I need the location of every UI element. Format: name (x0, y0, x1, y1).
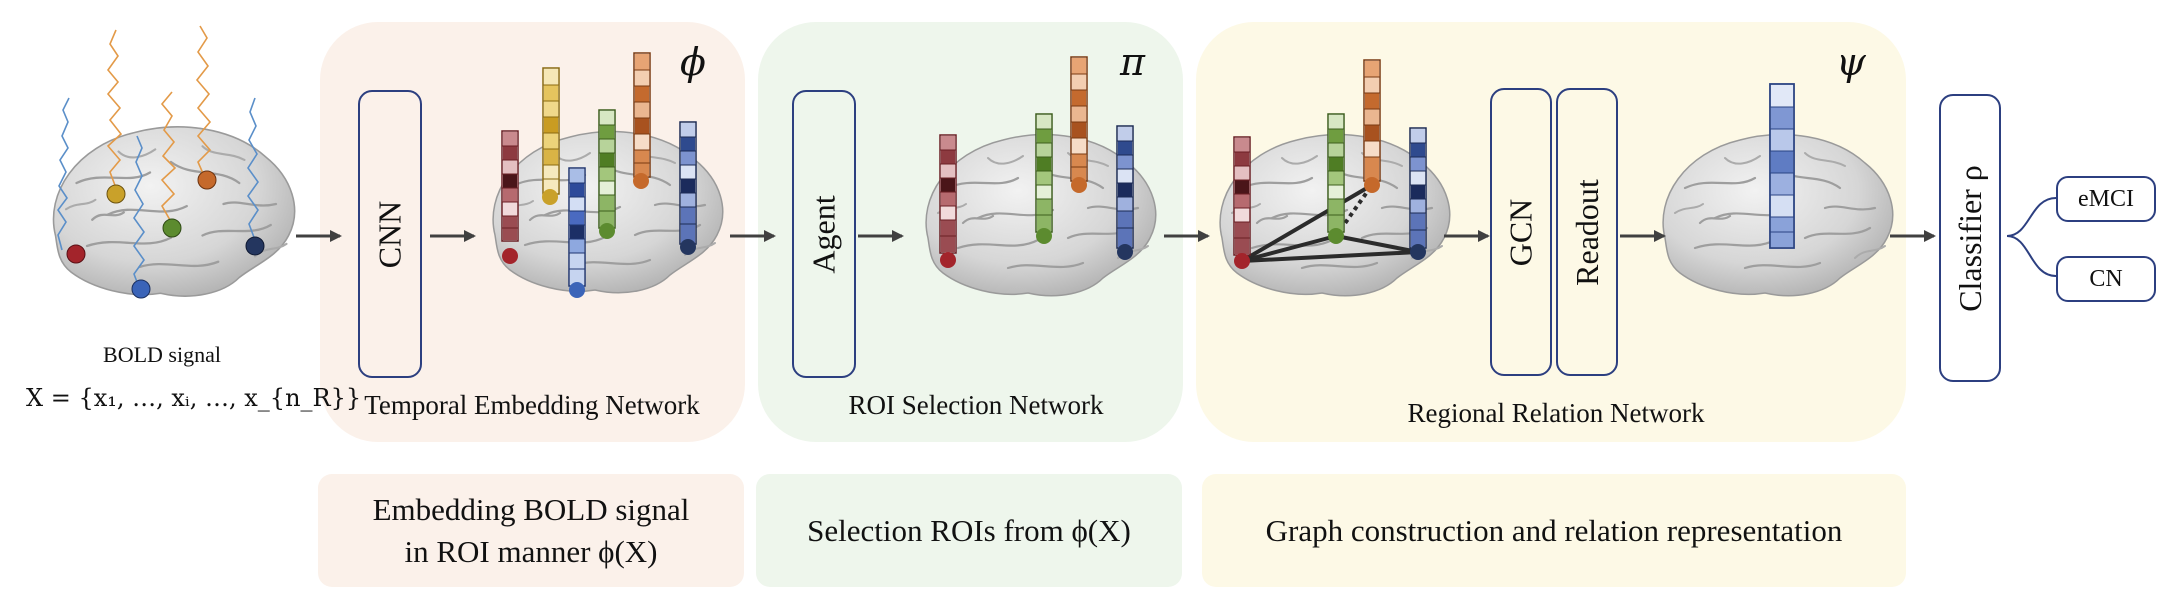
roi-node-icon (131, 279, 151, 299)
embedding-vector-icon (939, 134, 957, 254)
roi-node-icon (245, 236, 265, 256)
bold-signal-trace (247, 97, 259, 241)
bold-signal-traces (57, 25, 259, 291)
temporal-network-label: Temporal Embedding Network (364, 390, 700, 420)
roi-description-box: Selection ROIs from ϕ(X) (756, 474, 1182, 587)
input-roi-nodes (66, 170, 265, 299)
input-formula: X = {x₁, …, xᵢ, …, x_{n_R}} (26, 384, 362, 412)
roi-selected-vectors (939, 56, 1134, 268)
roi-node-icon (940, 252, 956, 268)
pi-symbol: π (1120, 40, 1145, 84)
relation-vectors (1233, 59, 1427, 269)
roi-node-icon (1234, 253, 1250, 269)
roi-node-icon (542, 189, 558, 205)
temporal-description-line1: Embedding BOLD signal (372, 491, 690, 527)
roi-node-icon (1117, 244, 1133, 260)
gcn-label: GCN (1502, 198, 1539, 266)
roi-node-icon (197, 170, 217, 190)
gcn-box: GCN (1490, 88, 1552, 376)
roi-node-icon (569, 282, 585, 298)
roi-node-icon (1036, 228, 1052, 244)
roi-description: Selection ROIs from ϕ(X) (807, 512, 1131, 548)
classifier-label: Classifier ρ (1951, 164, 1988, 312)
bold-signal-trace (57, 97, 70, 251)
embedding-vector-icon (1327, 113, 1345, 233)
temporal-description-line2: in ROI manner ϕ(X) (404, 533, 658, 569)
cnn-box: CNN (358, 90, 422, 378)
bold-signal-trace (133, 135, 145, 291)
readout-label: Readout (1568, 178, 1605, 286)
embedding-vector-icon (501, 130, 519, 242)
embedding-vector-icon (1116, 125, 1134, 249)
roi-node-icon (680, 239, 696, 255)
roi-node-icon (502, 248, 518, 264)
classifier-branches (2006, 197, 2057, 277)
embedding-vector-icon (1769, 83, 1795, 249)
embedding-vector-icon (1363, 59, 1381, 182)
embedding-vector-icon (1070, 56, 1088, 182)
bold-signal-trace (106, 29, 123, 189)
phi-symbol: ϕ (680, 40, 706, 84)
roi-node-icon (162, 218, 182, 238)
bold-signal-trace (160, 91, 177, 221)
embedding-vector-icon (568, 167, 586, 287)
roi-node-icon (1071, 177, 1087, 193)
agent-box: Agent (792, 90, 856, 378)
embedding-vector-icon (598, 109, 616, 229)
temporal-embedding-vectors (501, 52, 697, 298)
roi-network-label: ROI Selection Network (848, 390, 1104, 420)
output-vector (1769, 83, 1795, 249)
embedding-vector-icon (679, 121, 697, 245)
temporal-description-box: Embedding BOLD signal in ROI manner ϕ(X) (318, 474, 744, 587)
roi-node-icon (599, 223, 615, 239)
bold-signal-label: BOLD signal (103, 342, 221, 367)
roi-node-icon (1328, 228, 1344, 244)
relation-description: Graph construction and relation represen… (1265, 512, 1843, 548)
relation-description-box: Graph construction and relation represen… (1202, 474, 1906, 587)
embedding-vector-icon (1035, 113, 1053, 233)
roi-node-icon (106, 184, 126, 204)
cnn-label: CNN (371, 200, 408, 268)
roi-node-icon (1364, 177, 1380, 193)
psi-symbol: ψ (1836, 40, 1866, 84)
agent-label: Agent (805, 194, 842, 274)
embedding-vector-icon (633, 52, 651, 178)
relation-network-label: Regional Relation Network (1407, 398, 1705, 428)
roi-node-icon (1410, 244, 1426, 260)
embedding-vector-icon (1233, 136, 1251, 256)
output-cn: CN (2056, 256, 2156, 302)
embedding-vector-icon (542, 67, 560, 195)
readout-box: Readout (1556, 88, 1618, 376)
input-brain (52, 125, 296, 298)
bold-signal-trace (195, 25, 212, 179)
embedding-vector-icon (1409, 127, 1427, 249)
roi-node-icon (633, 173, 649, 189)
output-emci: eMCI (2056, 176, 2156, 222)
roi-node-icon (66, 244, 86, 264)
classifier-box: Classifier ρ (1939, 94, 2001, 382)
